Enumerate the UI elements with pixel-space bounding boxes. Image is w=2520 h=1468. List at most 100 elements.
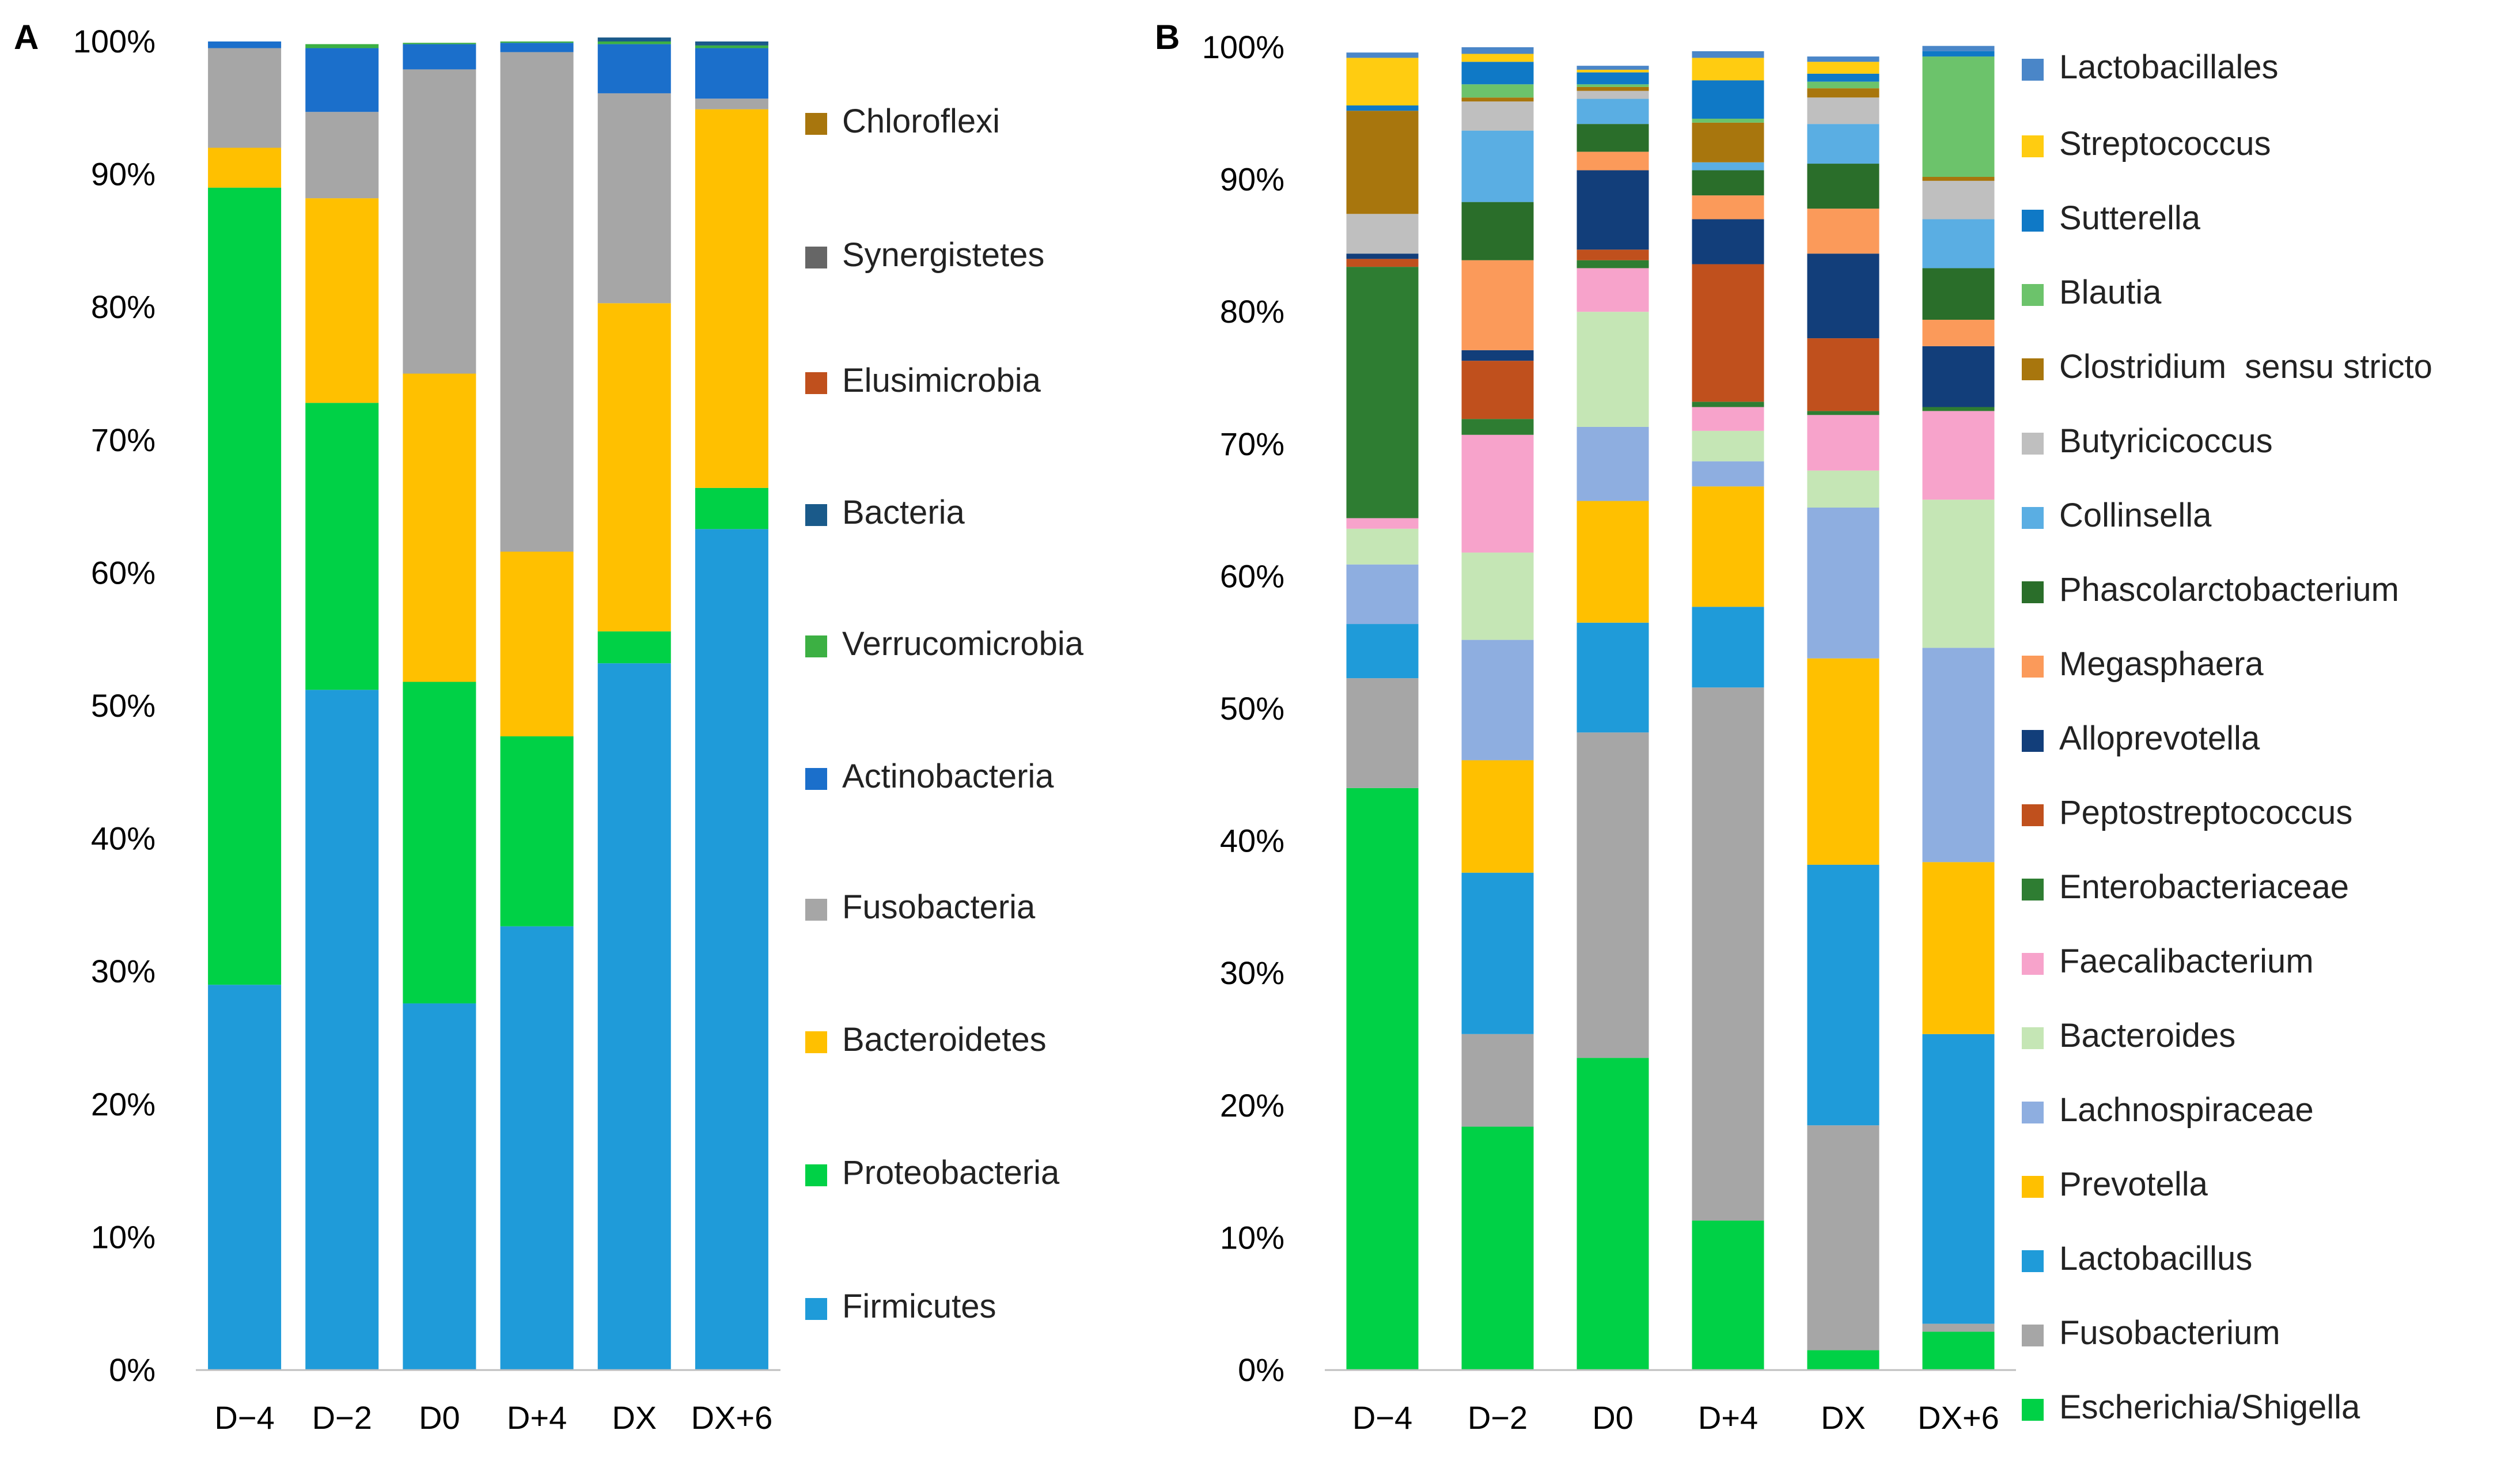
panel-a-bar-d-2-bacteroidetes bbox=[305, 198, 379, 403]
panel-a-legend-swatch-bacteria bbox=[805, 504, 827, 526]
panel-b-legend-label-faecalibacterium: Faecalibacterium bbox=[2059, 943, 2314, 980]
panel-b-legend-label-lactobacillales: Lactobacillales bbox=[2059, 48, 2278, 86]
panel-b-bar-dx-6-enterobacteriaceae bbox=[1922, 407, 1995, 411]
panel-b-legend-label-megasphaera: Megasphaera bbox=[2059, 645, 2264, 683]
panel-b-bar-d-2-butyricicoccus bbox=[1461, 101, 1534, 131]
panel-a-legend-label-verrucomicrobia: Verrucomicrobia bbox=[842, 625, 1084, 663]
panel-b-bar-dx-clostridium-sensu-stricto bbox=[1807, 88, 1879, 98]
panel-a-y-tick-10: 100% bbox=[73, 23, 156, 59]
panel-b-x-tick-d-2: D−2 bbox=[1468, 1399, 1528, 1436]
panel-a-bar-d-4-bacteroidetes bbox=[208, 147, 282, 188]
panel-b-x-tick-d-4: D+4 bbox=[1698, 1399, 1758, 1436]
panel-b-x-tick-d-4: D−4 bbox=[1352, 1399, 1412, 1436]
panel-b-bar-d-4-clostridium-sensu-stricto bbox=[1692, 122, 1764, 162]
panel-a-legend-swatch-firmicutes bbox=[805, 1298, 827, 1320]
panel-a-bar-dx-fusobacteria bbox=[597, 93, 671, 304]
panel-b-bar-dx-alloprevotella bbox=[1807, 254, 1879, 339]
panel-b-bar-d-4-alloprevotella bbox=[1692, 219, 1764, 264]
panel-b-bar-d-2-prevotella bbox=[1461, 760, 1534, 873]
panel-b-legend-label-lactobacillus: Lactobacillus bbox=[2059, 1240, 2252, 1277]
panel-b-bar-d0-lachnospiraceae bbox=[1577, 426, 1649, 501]
panel-b-bar-d-2-peptostreptococcus bbox=[1461, 361, 1534, 419]
panel-a-bar-d-4-fusobacteria bbox=[500, 52, 574, 552]
panel-b-bar-d-4-bacteroides bbox=[1692, 430, 1764, 461]
panel-a-y-tick-2: 20% bbox=[91, 1086, 156, 1122]
panel-a-legend-label-bacteroidetes: Bacteroidetes bbox=[842, 1021, 1047, 1058]
panel-b-bar-d-4-prevotella bbox=[1692, 486, 1764, 607]
panel-a-y-tick-5: 50% bbox=[91, 687, 156, 724]
panel-b-legend-swatch-enterobacteriaceae bbox=[2022, 879, 2044, 901]
panel-b-bar-dx-6-phascolarctobacterium bbox=[1922, 268, 1995, 320]
panel-a-bar-dx-actinobacteria bbox=[597, 44, 671, 93]
panel-b-bar-d0-butyricicoccus bbox=[1577, 90, 1649, 99]
panel-b-legend-swatch-escherichia-shigella bbox=[2022, 1399, 2044, 1421]
panel-b-bar-dx-6-bacteroides bbox=[1922, 500, 1995, 648]
panel-b-bar-d-4-lactobacillus bbox=[1346, 624, 1419, 679]
panel-a-y-tick-0: 0% bbox=[109, 1352, 156, 1388]
panel-a-legend-swatch-chloroflexi bbox=[805, 113, 827, 135]
panel-a-bar-d0-bacteroidetes bbox=[403, 373, 476, 682]
panel-b-y-tick-9: 90% bbox=[1220, 161, 1284, 198]
panel-b-bar-d-2-phascolarctobacterium bbox=[1461, 202, 1534, 260]
panel-a-bar-d-2-proteobacteria bbox=[305, 403, 379, 690]
panel-a-bar-d0-fusobacteria bbox=[403, 69, 476, 374]
panel-b-bar-d-4-lachnospiraceae bbox=[1692, 461, 1764, 487]
panel-a-bar-dx-6-fusobacteria bbox=[695, 99, 768, 109]
panel-a-bar-d0-proteobacteria bbox=[403, 682, 476, 1004]
panel-b-bar-d-4-lactobacillales bbox=[1692, 51, 1764, 58]
panel-b-legend-swatch-lachnospiraceae bbox=[2022, 1102, 2044, 1123]
panel-b-y-tick-6: 60% bbox=[1220, 558, 1284, 594]
panel-b-bar-d-4-alloprevotella bbox=[1346, 254, 1419, 259]
panel-a-chart: 0% 10% 20% 30% 40% 50% 60% 70% 80% 90% 100% D−4 D−2 D… bbox=[73, 23, 1084, 1436]
panel-label-a: A bbox=[14, 18, 39, 56]
panel-a-legend-swatch-verrucomicrobia bbox=[805, 635, 827, 657]
panel-b-bar-d-2-escherichia-shigella bbox=[1461, 1126, 1534, 1370]
panel-b-bar-d-4-sutterella bbox=[1692, 80, 1764, 119]
panel-a-x-tick-d0: D0 bbox=[419, 1399, 460, 1436]
panel-label-b: B bbox=[1155, 18, 1180, 56]
panel-b-legend-label-phascolarctobacterium: Phascolarctobacterium bbox=[2059, 571, 2399, 608]
panel-b-legend-label-clostridium-sensu-stricto: Clostridium sensu stricto bbox=[2059, 348, 2432, 385]
panel-a-x-tick-d-4: D+4 bbox=[507, 1399, 567, 1436]
panel-a-bar-d-4-firmicutes bbox=[208, 985, 282, 1370]
panel-b-legend-swatch-fusobacterium bbox=[2022, 1325, 2044, 1346]
panel-b-bar-d-4-phascolarctobacterium bbox=[1692, 170, 1764, 196]
panel-b-legend-swatch-blautia bbox=[2022, 284, 2044, 306]
panel-b-bar-d-2-lachnospiraceae bbox=[1461, 640, 1534, 761]
panel-b-legend-label-blautia: Blautia bbox=[2059, 274, 2162, 311]
panel-b-legend-label-collinsella: Collinsella bbox=[2059, 497, 2212, 534]
panel-b-legend-swatch-bacteroides bbox=[2022, 1027, 2044, 1049]
panel-b-bar-d-4-enterobacteriaceae bbox=[1692, 402, 1764, 407]
panel-b-bar-dx-lactobacillales bbox=[1807, 56, 1879, 62]
panel-b-bar-dx-6-clostridium-sensu-stricto bbox=[1922, 177, 1995, 181]
panel-b-legend-label-sutterella: Sutterella bbox=[2059, 199, 2201, 237]
panel-a-bar-d-4-proteobacteria bbox=[208, 187, 282, 985]
panel-b-bar-d-2-fusobacterium bbox=[1461, 1034, 1534, 1127]
panel-a-bar-d-4-proteobacteria bbox=[500, 736, 574, 926]
panel-b-bar-dx-blautia bbox=[1807, 81, 1879, 89]
panel-a-x-tick-dx: DX bbox=[612, 1399, 657, 1436]
panel-b-bar-d0-blautia bbox=[1577, 84, 1649, 87]
panel-b-bar-d-4-lactobacillus bbox=[1692, 607, 1764, 688]
panel-b-bar-d0-faecalibacterium bbox=[1577, 268, 1649, 312]
panel-b-bar-d-4-bacteroides bbox=[1346, 528, 1419, 565]
panel-b-legend-swatch-faecalibacterium bbox=[2022, 953, 2044, 975]
panel-b-legend-swatch-peptostreptococcus bbox=[2022, 804, 2044, 826]
panel-b-y-tick-10: 100% bbox=[1202, 29, 1284, 65]
panel-b-bar-dx-6-prevotella bbox=[1922, 862, 1995, 1034]
panel-a-legend-label-proteobacteria: Proteobacteria bbox=[842, 1154, 1060, 1191]
panel-b-legend-swatch-collinsella bbox=[2022, 507, 2044, 529]
panel-a-bar-d-2-fusobacteria bbox=[305, 112, 379, 199]
panel-a-bar-dx-6-actinobacteria bbox=[695, 48, 768, 99]
panel-b-bar-dx-butyricicoccus bbox=[1807, 97, 1879, 124]
panel-a-legend-label-firmicutes: Firmicutes bbox=[842, 1288, 996, 1325]
panel-a-bar-d-4-verrucomicrobia bbox=[500, 41, 574, 43]
panel-b-bar-d-4-sutterella bbox=[1346, 105, 1419, 111]
panel-a-bar-d-2-firmicutes bbox=[305, 690, 379, 1370]
panel-a-bar-d-4-actinobacteria bbox=[500, 43, 574, 52]
panel-b-bar-dx-6-faecalibacterium bbox=[1922, 411, 1995, 500]
panel-a-bar-dx-6-firmicutes bbox=[695, 529, 768, 1370]
panel-a-y-tick-9: 90% bbox=[91, 156, 156, 192]
panel-b-bar-dx-collinsella bbox=[1807, 124, 1879, 164]
panel-a-bar-dx-bacteria bbox=[597, 37, 671, 41]
